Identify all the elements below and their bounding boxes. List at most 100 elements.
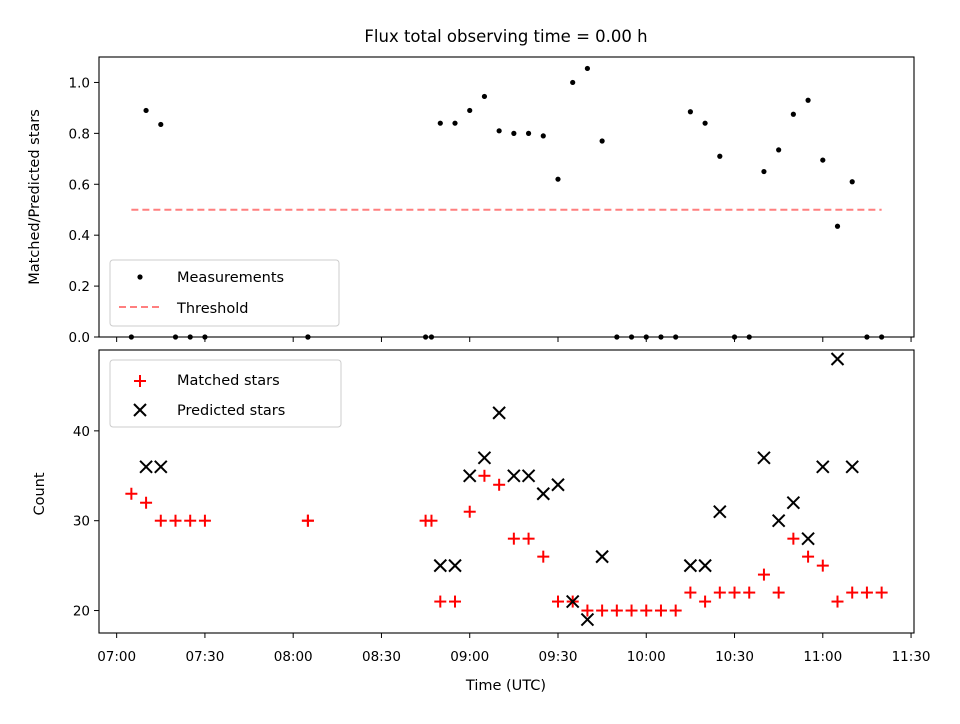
predicted-star-point xyxy=(492,406,506,420)
legend-predicted-marker xyxy=(133,403,147,417)
matched-star-point xyxy=(875,586,888,599)
measurement-point xyxy=(790,111,796,117)
measurement-point xyxy=(525,130,532,136)
matched-star-point xyxy=(522,532,535,545)
predicted-star-point xyxy=(683,558,698,573)
matched-star-point xyxy=(743,586,756,599)
legend-measurements-label: Measurements xyxy=(177,270,284,286)
legend-matched-marker xyxy=(134,375,146,387)
predicted-star-point xyxy=(845,460,859,474)
top-axes-frame xyxy=(98,56,915,338)
predicted-star-point xyxy=(565,594,580,609)
predicted-star-point xyxy=(786,496,801,510)
legend-matched-label: Matched stars xyxy=(177,373,280,389)
x-axis-label: Time (UTC) xyxy=(465,678,546,694)
measurement-point xyxy=(599,138,605,144)
measurement-point xyxy=(849,179,855,185)
x-tick-label: 07:30 xyxy=(185,649,224,665)
bottom-x-ticks: 07:00 07:30 08:00 08:30 09:00 09:30 10:00 10:30… xyxy=(97,633,931,665)
x-tick-label: 10:00 xyxy=(627,649,666,665)
measurement-point xyxy=(702,120,708,126)
measurement-point xyxy=(158,121,164,128)
predicted-star-point xyxy=(477,451,492,465)
matched-star-point xyxy=(581,604,594,617)
top-legend-box xyxy=(109,259,340,327)
matched-star-point xyxy=(154,514,167,527)
x-tick-label: 09:30 xyxy=(539,649,578,665)
x-tick-label: 08:30 xyxy=(362,649,401,665)
legend-predicted-label: Predicted stars xyxy=(177,403,285,419)
predicted-star-point xyxy=(551,478,565,492)
top-x-ticks xyxy=(116,337,912,342)
predicted-star-point xyxy=(139,460,153,474)
matched-star-point xyxy=(463,505,476,518)
measurement-point xyxy=(540,133,546,139)
matched-star-point xyxy=(640,604,653,617)
predicted-star-point xyxy=(698,558,712,573)
matched-star-point xyxy=(425,514,438,527)
matched-star-point xyxy=(184,514,197,527)
y-tick-label: 0.2 xyxy=(69,279,90,295)
y-tick-label: 30 xyxy=(73,514,90,530)
matched-star-point xyxy=(449,595,462,608)
y-tick-label: 0.0 xyxy=(69,330,90,346)
predicted-star-point xyxy=(816,460,830,474)
bottom-legend-box xyxy=(109,359,342,428)
matched-star-point xyxy=(713,586,726,599)
predicted-star-point xyxy=(507,469,521,483)
measurement-point xyxy=(452,120,458,126)
measurement-point xyxy=(437,120,443,126)
measurement-point xyxy=(776,147,782,153)
matched-star-point xyxy=(772,586,785,599)
predicted-star-point xyxy=(595,549,609,564)
measurement-point xyxy=(687,109,693,115)
matched-star-point xyxy=(551,595,564,608)
top-y-ticks: 0.0 0.2 0.4 0.6 0.8 1.0 xyxy=(69,75,99,346)
measurement-point xyxy=(761,168,767,175)
matched-star-point xyxy=(198,514,211,527)
predicted-star-point xyxy=(463,469,477,483)
measurement-point xyxy=(511,130,517,136)
predicted-star-point xyxy=(154,460,168,474)
predicted-star-point xyxy=(830,352,845,366)
x-tick-label: 11:30 xyxy=(892,649,931,665)
y-tick-label: 1.0 xyxy=(69,75,90,91)
predicted-star-point xyxy=(433,558,448,573)
x-tick-label: 08:00 xyxy=(274,649,313,665)
matched-star-point xyxy=(301,514,314,527)
measurement-point xyxy=(467,107,473,114)
measurement-point xyxy=(834,223,841,229)
matched-star-point xyxy=(125,487,138,500)
legend-threshold-label: Threshold xyxy=(176,301,248,317)
matched-star-point xyxy=(654,604,667,617)
matched-star-point xyxy=(831,595,844,608)
bottom-axes-frame xyxy=(98,349,915,634)
x-tick-label: 10:30 xyxy=(715,649,754,665)
matched-star-point xyxy=(169,514,182,527)
predicted-star-point xyxy=(521,469,536,483)
measurement-point xyxy=(717,153,723,159)
matched-star-point xyxy=(610,604,623,617)
top-points xyxy=(128,65,885,340)
x-tick-label: 11:00 xyxy=(803,649,842,665)
bottom-y-ticks: 20 30 40 xyxy=(73,424,99,620)
matched-star-point xyxy=(699,595,712,608)
bottom-legend: Matched stars Predicted stars xyxy=(109,359,342,428)
measurement-point xyxy=(584,65,591,72)
y-tick-label: 40 xyxy=(73,424,90,440)
matched-star-point xyxy=(802,550,815,563)
matched-star-point xyxy=(846,586,859,599)
measurement-point xyxy=(496,128,502,134)
predicted-star-point xyxy=(713,505,727,519)
predicted-star-point xyxy=(536,487,550,501)
predicted-star-point xyxy=(448,558,462,573)
y-tick-label: 0.4 xyxy=(69,228,90,244)
y-tick-label: 20 xyxy=(73,604,90,620)
measurement-point xyxy=(820,157,826,163)
panel-top: 0.0 0.2 0.4 0.6 0.8 1.0 Matched/Predicted sta… xyxy=(27,56,915,346)
matched-star-point xyxy=(478,469,491,482)
matched-star-point xyxy=(507,532,520,545)
measurement-point xyxy=(805,97,811,103)
matched-star-point xyxy=(140,496,153,509)
